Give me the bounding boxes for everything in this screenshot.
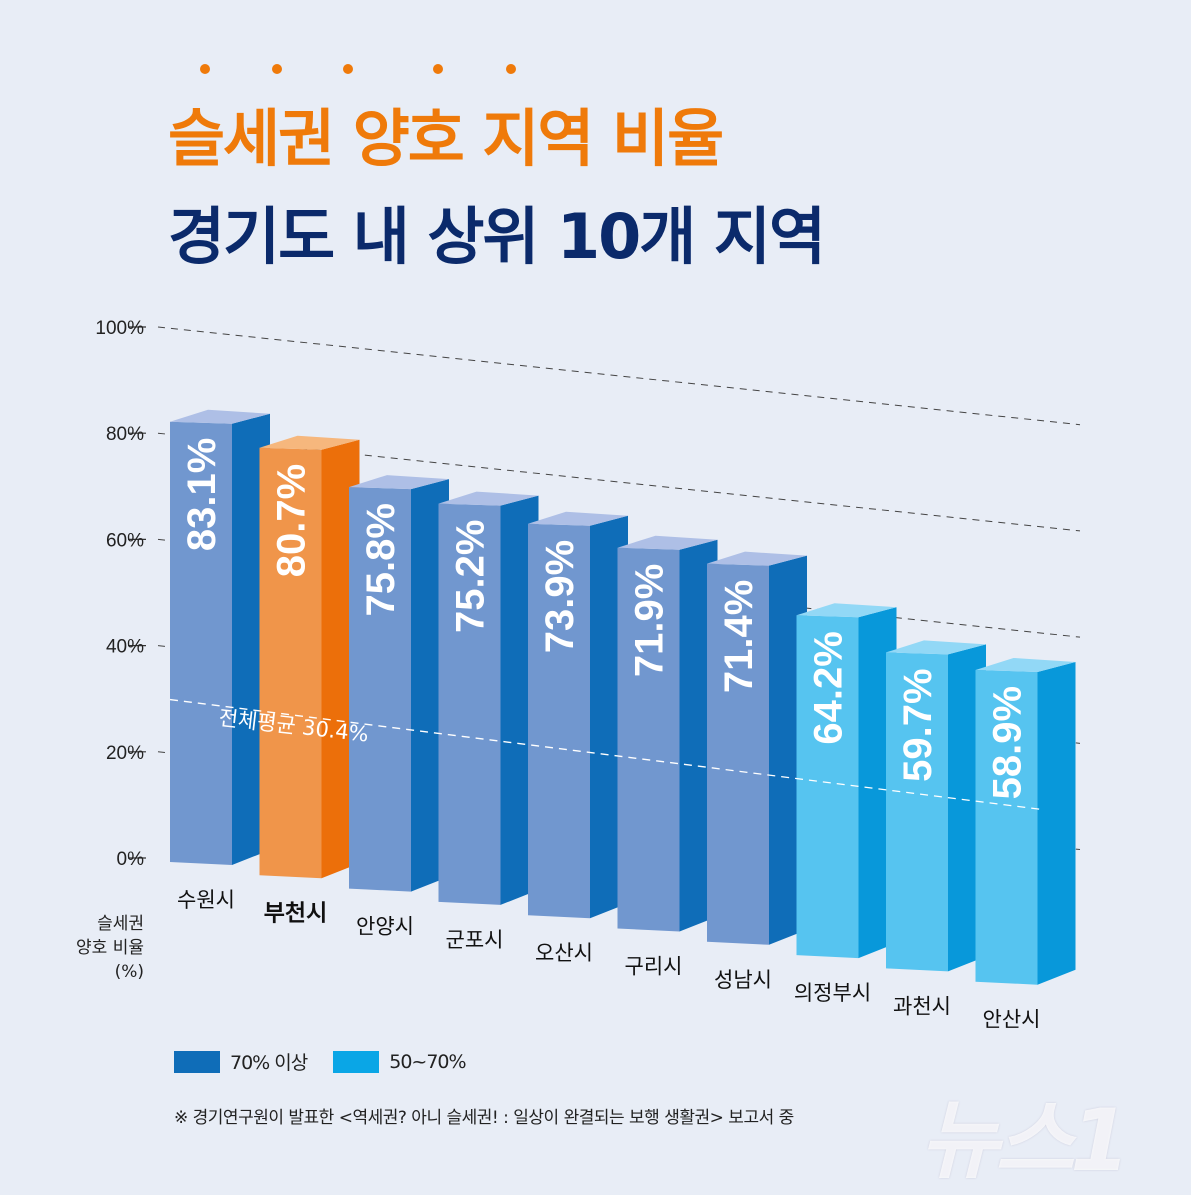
bar-value-label: 73.9% (538, 540, 582, 653)
bar (528, 523, 590, 919)
bar-top (170, 409, 270, 424)
x-category-label: 과천시 (893, 994, 951, 1018)
gridline (157, 326, 1081, 426)
legend: 70% 이상 50~70% (174, 1048, 467, 1075)
y-tick-label: 60% (106, 530, 144, 551)
bar (349, 487, 411, 892)
legend-swatch-50-70 (333, 1050, 380, 1073)
x-category-label: 구리시 (625, 955, 683, 979)
x-category-label: 오산시 (535, 941, 593, 965)
emphasis-dot (200, 64, 210, 74)
y-axis-label-line: 슬세권 (97, 914, 144, 934)
gridline (157, 538, 1081, 638)
x-category-label: 의정부시 (794, 981, 871, 1005)
average-line (169, 698, 1041, 810)
footnote: ※ 경기연구원이 발표한 <역세권? 아니 슬세권! : 일상이 완결되는 보행… (174, 1108, 794, 1128)
bar (886, 652, 948, 972)
bar-value-label: 64.2% (807, 631, 851, 744)
x-category-label: 수원시 (177, 888, 235, 912)
y-axis-label-line: (%) (114, 962, 144, 982)
bar-value-label: 75.2% (449, 520, 493, 633)
x-category-label: 성남시 (714, 968, 772, 992)
y-axis-label: 슬세권 양호 비율 (%) (62, 912, 144, 984)
emphasis-dot (272, 64, 282, 74)
legend-label: 50~70% (389, 1050, 466, 1073)
legend-label: 70% 이상 (230, 1052, 308, 1074)
bar-value-label: 83.1% (180, 438, 224, 551)
y-tick-label: 100% (95, 318, 144, 339)
watermark-logo: 뉴스1 (920, 1091, 1130, 1191)
bar (707, 563, 769, 945)
x-category-label: 안산시 (983, 1008, 1041, 1032)
y-tick-label: 20% (106, 743, 144, 764)
bar-top (438, 491, 539, 506)
bar-top (349, 475, 449, 490)
bar-value-label: 75.8% (359, 503, 403, 616)
bar (617, 547, 680, 932)
bar-top (617, 535, 718, 550)
bar-value-label: 80.7% (270, 464, 314, 577)
bar-value-label: 71.9% (628, 564, 672, 677)
bar-side (1037, 661, 1076, 985)
bar (975, 669, 1038, 985)
title-line-2: 경기도 내 상위 10개 지역 (168, 200, 826, 273)
emphasis-dot (506, 64, 516, 74)
bar-top (886, 640, 986, 655)
emphasis-dot (433, 64, 443, 74)
x-category-label: 부천시 (264, 900, 327, 926)
bar-value-label: 71.4% (717, 580, 761, 693)
y-tick-label: 80% (106, 424, 144, 445)
emphasis-dot (343, 64, 353, 74)
bar-value-label: 59.7% (896, 668, 940, 781)
bar (170, 421, 232, 865)
bar (796, 615, 859, 959)
legend-swatch-above70 (174, 1050, 220, 1073)
y-axis-label-line: 양호 비율 (76, 938, 144, 958)
bar-top (975, 657, 1076, 672)
bar (259, 447, 322, 879)
x-category-label: 안양시 (356, 915, 414, 939)
bar-value-label: 58.9% (986, 686, 1030, 799)
bar-top (707, 551, 807, 566)
bar-top (528, 511, 628, 526)
bar-top (259, 435, 360, 450)
y-tick-label: 0% (117, 849, 145, 870)
bar (438, 503, 501, 905)
bar-top (796, 603, 897, 618)
x-category-label: 군포시 (446, 928, 504, 952)
y-tick-label: 40% (106, 637, 144, 658)
gridline (157, 432, 1081, 532)
title-line-1: 슬세권 양호 지역 비율 (168, 102, 724, 175)
